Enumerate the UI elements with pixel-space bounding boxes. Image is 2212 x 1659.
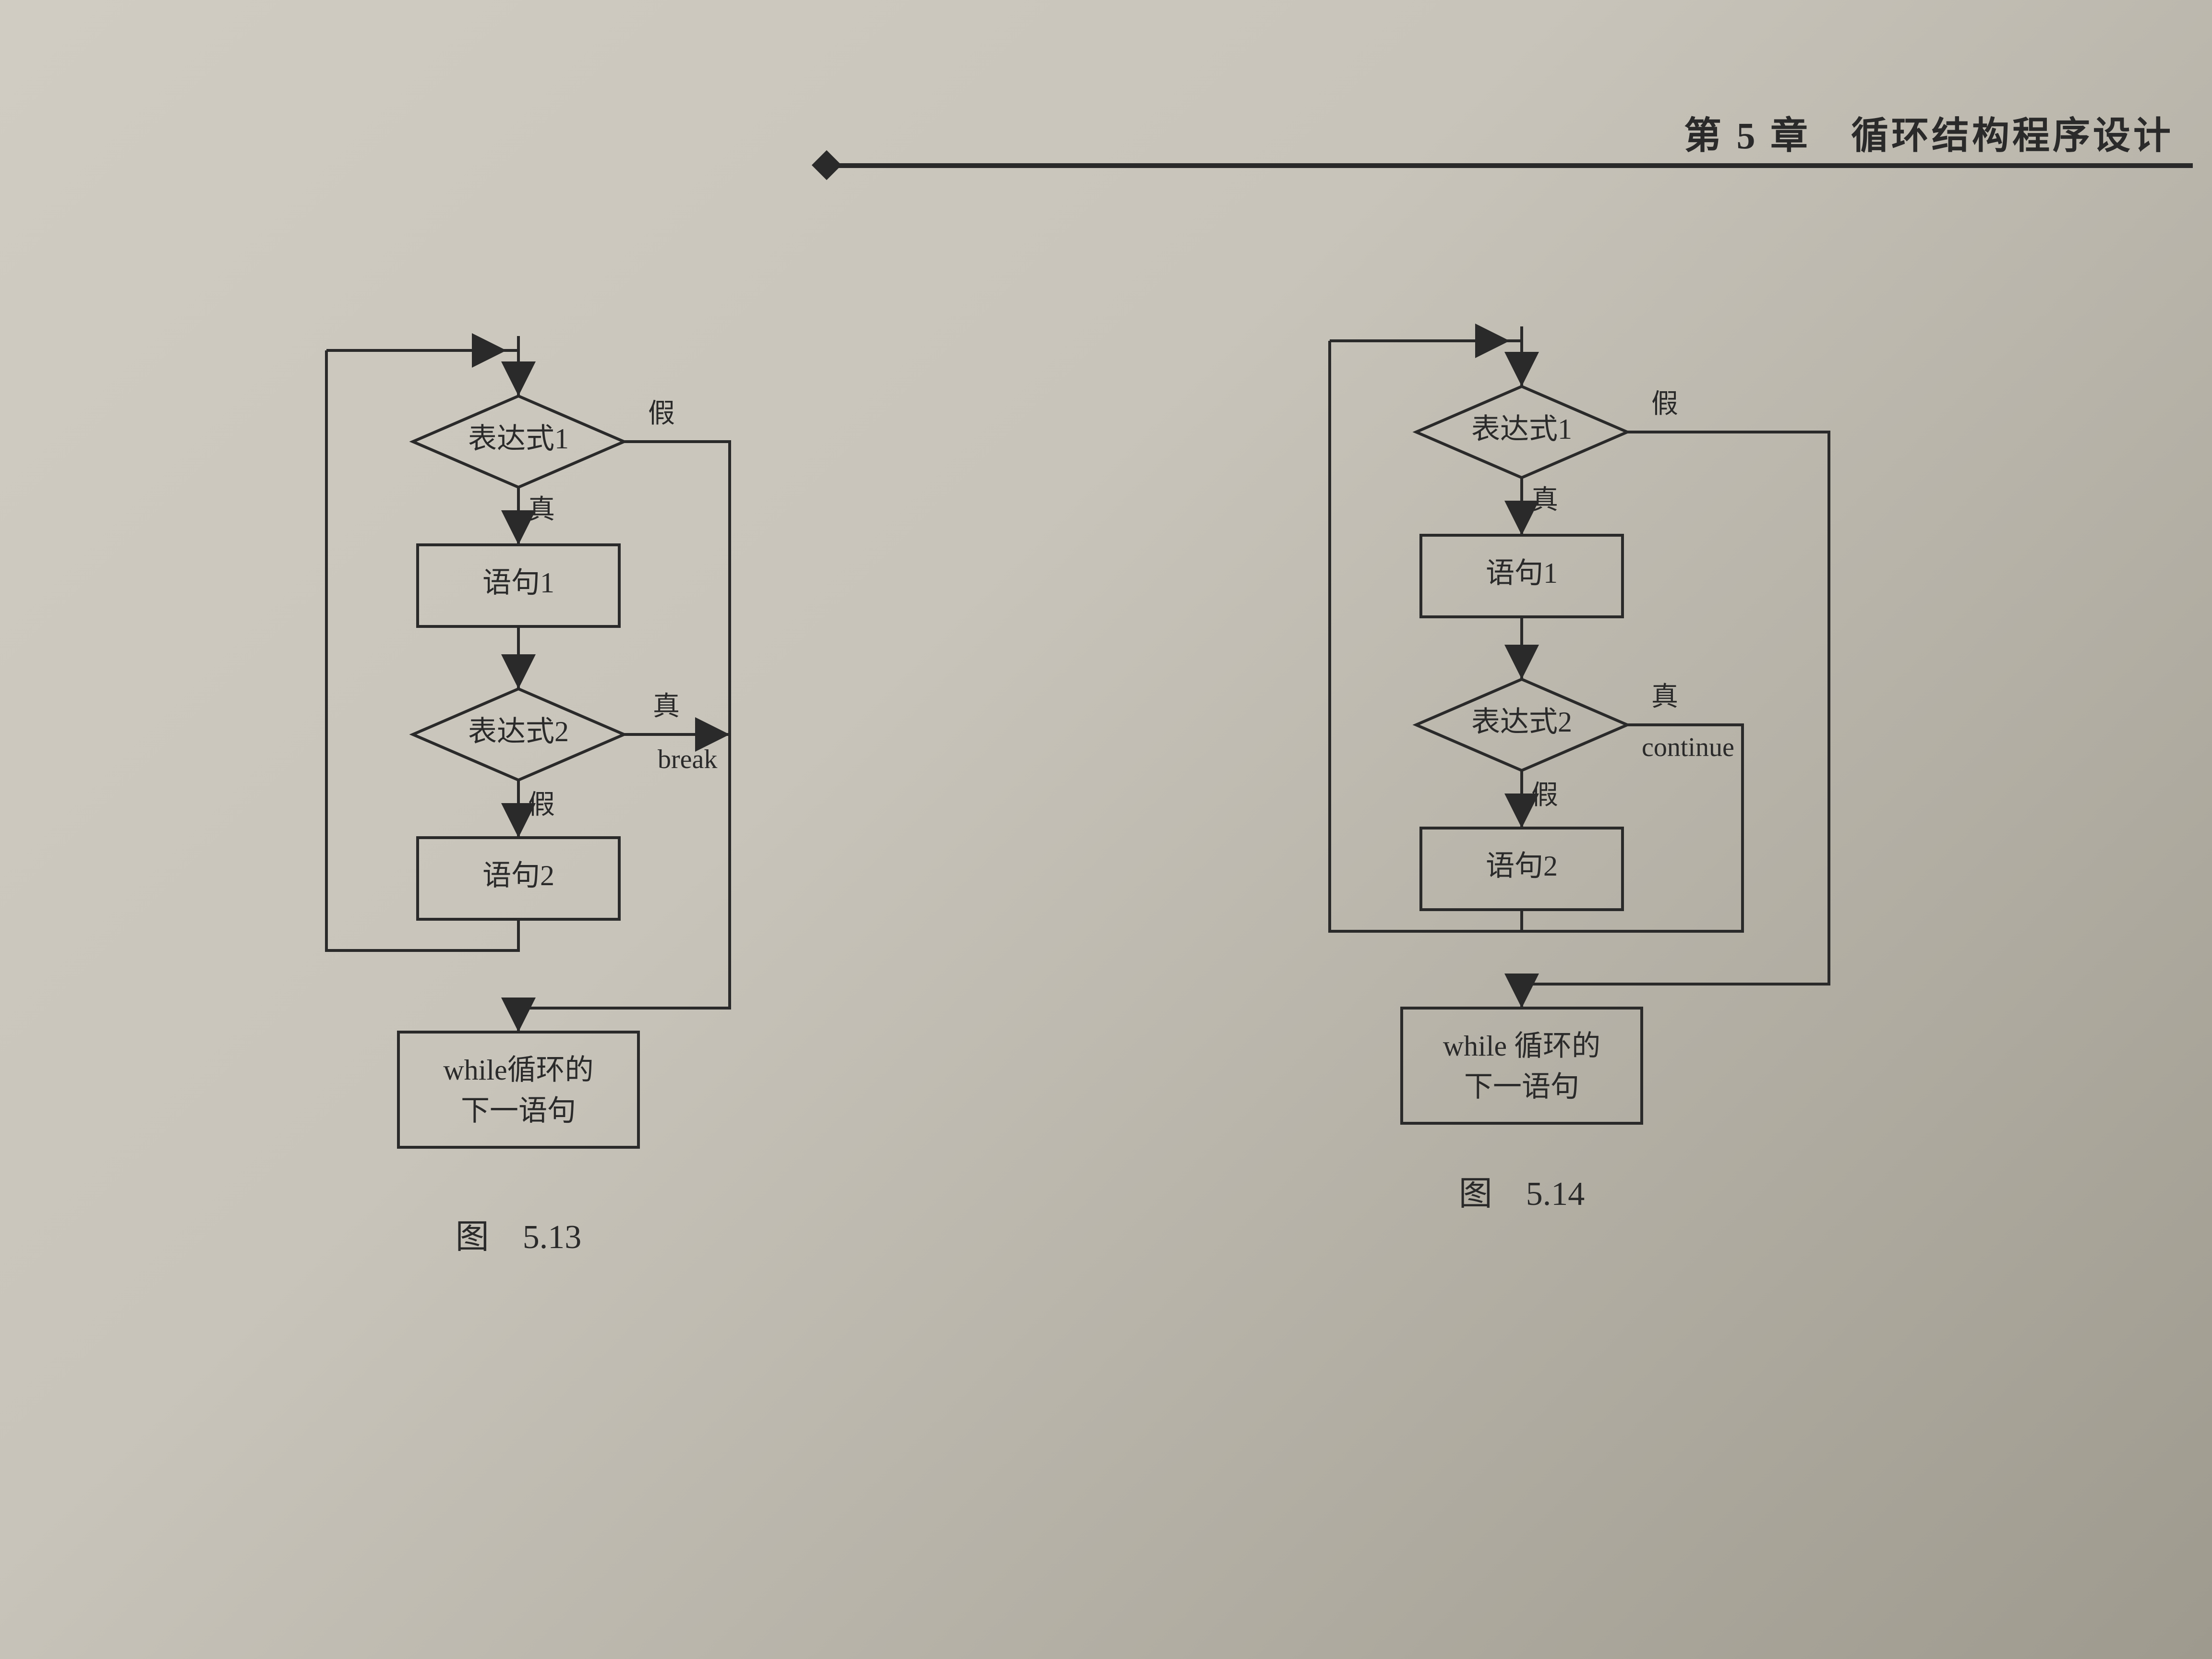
stmt1-label-r: 语句1 (1486, 557, 1558, 589)
break-label: break (658, 745, 717, 774)
next-label-2: 下一语句 (461, 1095, 576, 1127)
cond1-false-label-r: 假 (1651, 389, 1678, 419)
flowchart-continue: 表达式1 真 假 语句1 表达式2 真 continue 假 语 (1272, 307, 1992, 1294)
next-label-2-r: 下一语句 (1464, 1071, 1579, 1103)
header-rule (826, 163, 2193, 168)
chapter-title: 第 5 章 循环结构程序设计 (1684, 106, 2174, 159)
stmt1-label: 语句1 (482, 567, 554, 599)
flowchart-break: 表达式1 真 假 语句1 表达式2 真 break 假 语句2 (269, 317, 941, 1327)
cond2-false-label: 假 (528, 790, 555, 820)
stmt2-label: 语句2 (482, 860, 554, 891)
cond1-label-r: 表达式1 (1471, 413, 1572, 445)
cond2-true-label: 真 (653, 692, 680, 721)
cond2-label: 表达式2 (468, 716, 569, 747)
cond1-false-label: 假 (648, 399, 675, 429)
cond2-false-label-r: 假 (1531, 781, 1558, 810)
page-header: 第 5 章 循环结构程序设计 (1684, 106, 2174, 159)
next-label-1: while循环的 (443, 1054, 593, 1086)
node-next-r (1402, 1008, 1642, 1123)
caption-left: 图 5.13 (456, 1219, 582, 1256)
node-next (398, 1032, 638, 1147)
page-background: 第 5 章 循环结构程序设计 表达式1 真 假 (0, 0, 2212, 1659)
continue-label: continue (1642, 733, 1734, 762)
next-label-1-r: while 循环的 (1443, 1030, 1600, 1062)
cond2-label-r: 表达式2 (1471, 706, 1572, 738)
stmt2-label-r: 语句2 (1486, 850, 1558, 882)
cond1-label: 表达式1 (468, 423, 569, 455)
cond2-true-label-r: 真 (1651, 682, 1678, 712)
caption-right: 图 5.14 (1459, 1176, 1585, 1213)
cond1-true-label-r: 真 (1531, 485, 1558, 515)
cond1-true-label: 真 (528, 495, 555, 525)
